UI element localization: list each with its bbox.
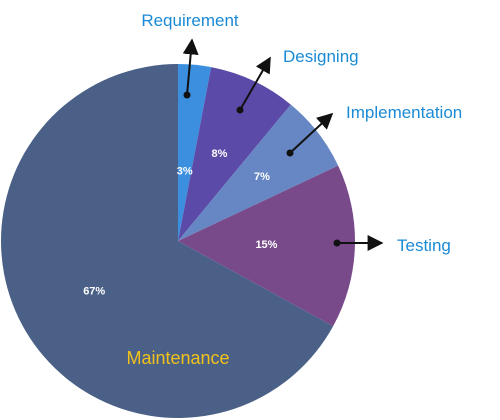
callout-arrow-requirement: [182, 38, 199, 96]
callout-arrow-implementation: [289, 112, 334, 154]
slice-implementation: [178, 104, 339, 241]
percent-label-designing: 8%: [211, 148, 227, 160]
pie-slices: [0, 64, 356, 418]
callout-label-requirement: Requirement: [141, 11, 239, 30]
slice-name-maintenance: Maintenance: [126, 348, 229, 368]
slice-maintenance: [0, 64, 334, 418]
percent-label-requirement: 3%: [177, 166, 193, 178]
callout-label-testing: Testing: [397, 236, 451, 255]
slice-designing: [178, 67, 291, 241]
slice-percent-labels: 3% 8% 7% 15% 67%: [83, 148, 277, 298]
callout-label-implementation: Implementation: [346, 103, 462, 122]
callout-label-designing: Designing: [283, 47, 359, 66]
slice-callouts: Requirement Designing Implementation Testin…: [126, 11, 462, 368]
percent-label-testing: 15%: [255, 239, 277, 251]
slice-testing: [178, 165, 356, 327]
percent-label-implementation: 7%: [254, 171, 270, 183]
percent-label-maintenance: 67%: [83, 286, 105, 298]
callout-arrow-designing: [239, 56, 271, 111]
slice-requirement: [178, 64, 212, 241]
